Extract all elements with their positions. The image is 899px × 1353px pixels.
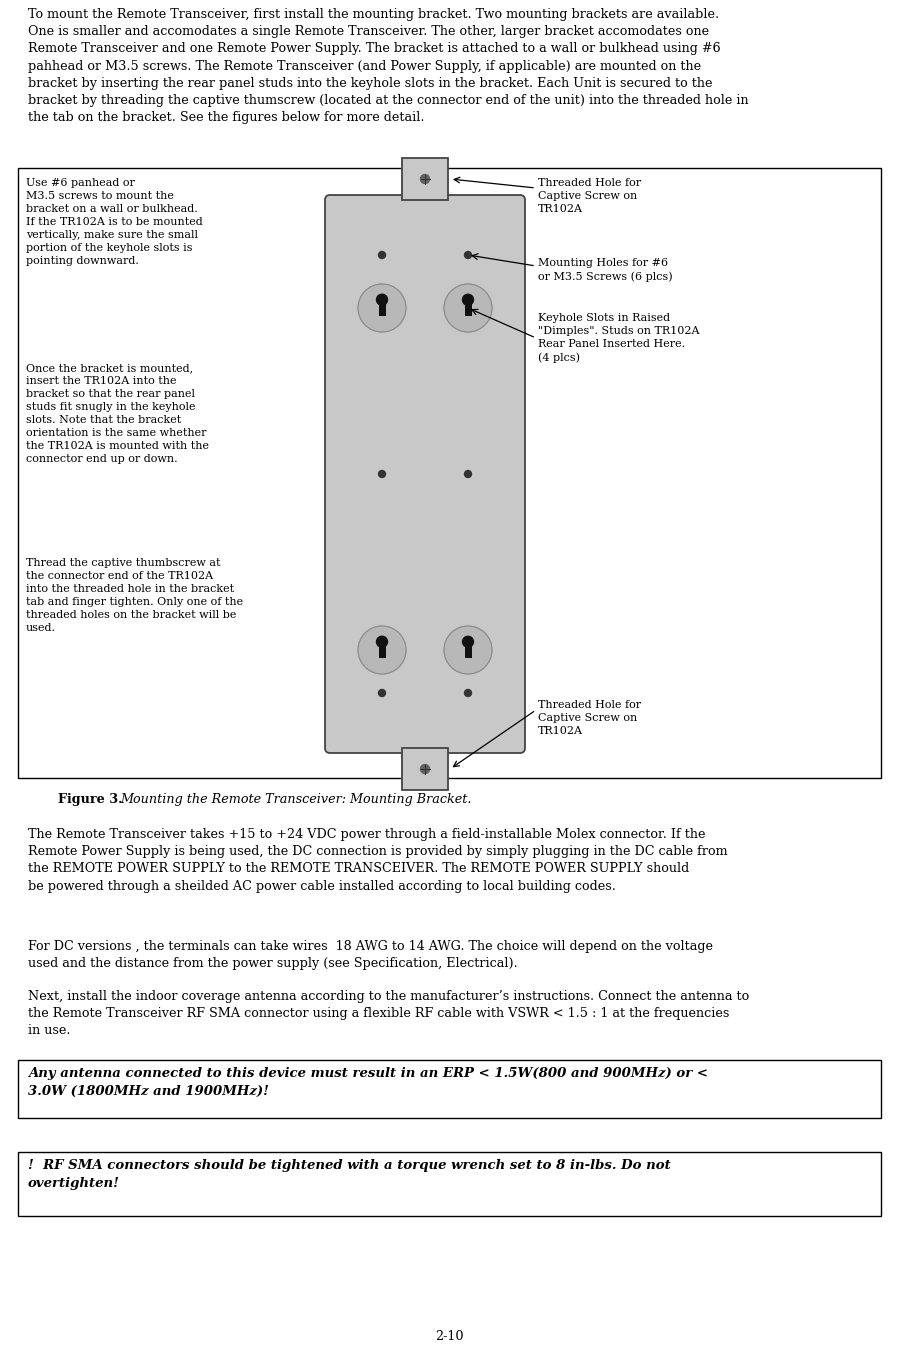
- Polygon shape: [402, 158, 448, 200]
- Bar: [18, 1151, 881, 1216]
- Text: Next, install the indoor coverage antenna according to the manufacturer’s instru: Next, install the indoor coverage antenn…: [28, 990, 749, 1038]
- Text: Any antenna connected to this device must result in an ERP < 1.5W(800 and 900MHz: Any antenna connected to this device mus…: [28, 1068, 708, 1099]
- Text: Keyhole Slots in Raised
"Dimples". Studs on TR102A
Rear Panel Inserted Here.
(4 : Keyhole Slots in Raised "Dimples". Studs…: [538, 313, 699, 363]
- Circle shape: [465, 471, 471, 478]
- Bar: [18, 168, 881, 778]
- Circle shape: [462, 294, 474, 306]
- Polygon shape: [402, 748, 448, 790]
- Text: The Remote Transceiver takes +15 to +24 VDC power through a field-installable Mo: The Remote Transceiver takes +15 to +24 …: [28, 828, 727, 893]
- Circle shape: [358, 284, 406, 331]
- Bar: [465, 643, 471, 658]
- Text: !  RF SMA connectors should be tightened with a torque wrench set to 8 in-lbs. D: ! RF SMA connectors should be tightened …: [28, 1160, 671, 1191]
- FancyBboxPatch shape: [325, 195, 525, 754]
- Circle shape: [462, 636, 474, 647]
- Circle shape: [378, 690, 386, 697]
- Circle shape: [421, 764, 430, 774]
- Bar: [18, 1059, 881, 1118]
- Text: Figure 3.: Figure 3.: [58, 793, 127, 806]
- Circle shape: [378, 471, 386, 478]
- Circle shape: [377, 636, 387, 647]
- Circle shape: [421, 175, 430, 184]
- Circle shape: [378, 252, 386, 258]
- Circle shape: [465, 252, 471, 258]
- Text: For DC versions , the terminals can take wires  18 AWG to 14 AWG. The choice wil: For DC versions , the terminals can take…: [28, 940, 713, 970]
- Bar: [465, 300, 471, 315]
- Bar: [378, 643, 386, 658]
- Text: Threaded Hole for
Captive Screw on
TR102A: Threaded Hole for Captive Screw on TR102…: [538, 179, 641, 214]
- Circle shape: [358, 626, 406, 674]
- Text: Use #6 panhead or
M3.5 screws to mount the
bracket on a wall or bulkhead.
If the: Use #6 panhead or M3.5 screws to mount t…: [26, 179, 203, 267]
- Text: Mounting Holes for #6
or M3.5 Screws (6 plcs): Mounting Holes for #6 or M3.5 Screws (6 …: [538, 258, 672, 281]
- Circle shape: [444, 626, 492, 674]
- Text: Thread the captive thumbscrew at
the connector end of the TR102A
into the thread: Thread the captive thumbscrew at the con…: [26, 557, 243, 633]
- Circle shape: [465, 690, 471, 697]
- Text: Once the bracket is mounted,
insert the TR102A into the
bracket so that the rear: Once the bracket is mounted, insert the …: [26, 363, 209, 464]
- Text: Threaded Hole for
Captive Screw on
TR102A: Threaded Hole for Captive Screw on TR102…: [538, 700, 641, 736]
- Bar: [378, 300, 386, 315]
- Text: To mount the Remote Transceiver, first install the mounting bracket. Two mountin: To mount the Remote Transceiver, first i…: [28, 8, 749, 124]
- Text: 2-10: 2-10: [435, 1330, 463, 1344]
- Text: Mounting the Remote Transceiver: Mounting Bracket.: Mounting the Remote Transceiver: Mountin…: [120, 793, 471, 806]
- Circle shape: [444, 284, 492, 331]
- Circle shape: [377, 294, 387, 306]
